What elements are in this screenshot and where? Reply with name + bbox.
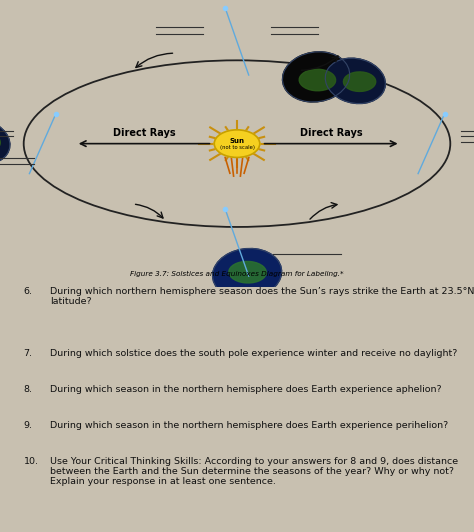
Ellipse shape: [344, 72, 376, 92]
Text: Sun: Sun: [229, 138, 245, 144]
Text: During which solstice does the south pole experience winter and receive no dayli: During which solstice does the south pol…: [50, 350, 457, 359]
Text: During which northern hemisphere season does the Sun’s rays strike the Earth at : During which northern hemisphere season …: [50, 287, 474, 306]
Text: (not to scale): (not to scale): [219, 145, 255, 150]
Ellipse shape: [213, 248, 282, 298]
Ellipse shape: [229, 261, 266, 283]
Text: Figure 3.7: Solstices and Equinoxes Diagram for Labeling.*: Figure 3.7: Solstices and Equinoxes Diag…: [130, 271, 344, 277]
Text: 10.: 10.: [24, 456, 39, 466]
Text: Use Your Critical Thinking Skills: According to your answers for 8 and 9, does d: Use Your Critical Thinking Skills: Accor…: [50, 456, 458, 486]
Circle shape: [214, 130, 260, 157]
Text: Direct Rays: Direct Rays: [300, 128, 362, 138]
Text: 6.: 6.: [24, 287, 33, 296]
Ellipse shape: [0, 119, 10, 164]
Text: 9.: 9.: [24, 421, 33, 430]
Text: 8.: 8.: [24, 385, 33, 394]
Ellipse shape: [325, 58, 385, 104]
Text: 7.: 7.: [24, 350, 33, 359]
Text: During which season in the northern hemisphere does Earth experience aphelion?: During which season in the northern hemi…: [50, 385, 441, 394]
Ellipse shape: [299, 69, 336, 91]
Ellipse shape: [283, 52, 350, 102]
Text: Direct Rays: Direct Rays: [113, 128, 176, 138]
Text: During which season in the northern hemisphere does Earth experience perihelion?: During which season in the northern hemi…: [50, 421, 448, 430]
